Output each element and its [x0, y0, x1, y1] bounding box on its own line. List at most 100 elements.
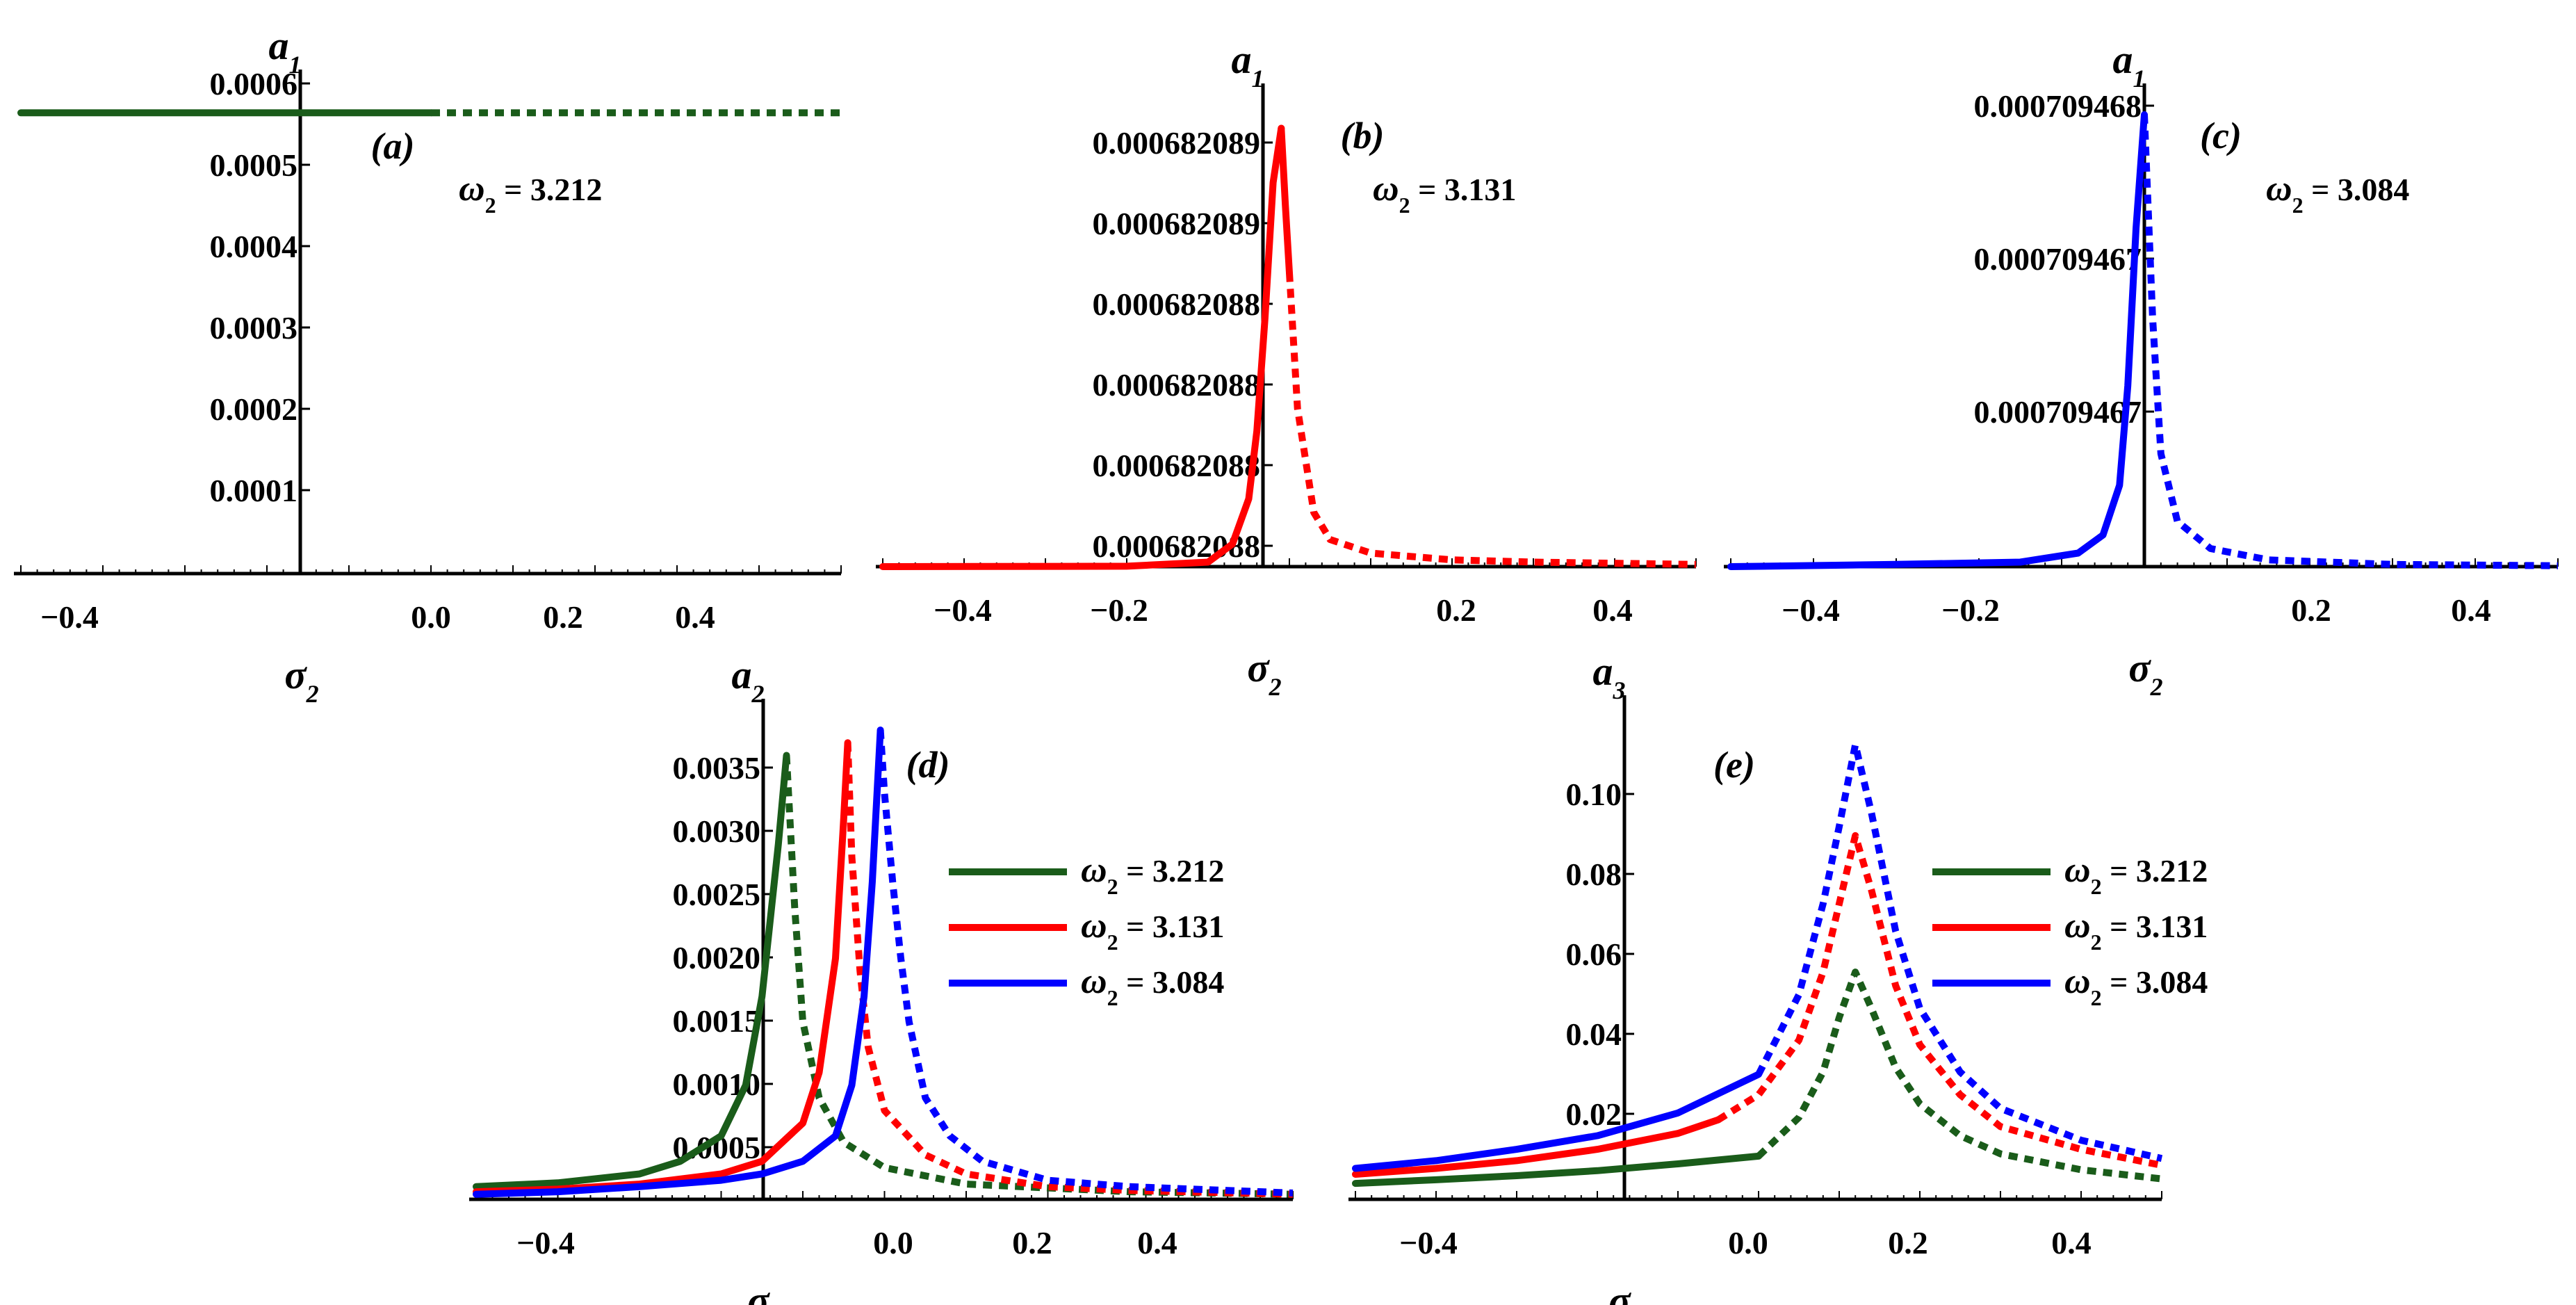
y-axis-label-subscript: 1 — [1252, 65, 1264, 92]
x-tick-label: 0.4 — [1137, 1225, 1177, 1261]
y-tick-label: 0.000682088 — [1093, 448, 1261, 483]
series-line-dotted — [844, 743, 1294, 1198]
legend-value: = 3.084 — [1118, 964, 1225, 1000]
annotation-subscript: 2 — [485, 193, 496, 218]
x-tick-label: 0.2 — [1012, 1225, 1052, 1261]
panel-label: (a) — [371, 125, 415, 167]
annotation-symbol: ω — [2266, 169, 2292, 209]
y-tick-label: 0.0005 — [210, 147, 298, 183]
x-axis-label-symbol: σ — [2128, 645, 2151, 690]
x-tick-label: 0.0 — [873, 1225, 913, 1261]
legend-value: = 3.212 — [2102, 853, 2208, 889]
x-axis-label-subscript: 2 — [306, 680, 319, 708]
x-tick-label: 0.4 — [2051, 1225, 2092, 1261]
x-tick-label: 0.4 — [2451, 592, 2491, 628]
panel-label: (d) — [906, 744, 950, 786]
y-tick-label: 0.04 — [1566, 1016, 1622, 1052]
annotation-subscript: 2 — [2292, 193, 2304, 218]
legend-subscript: 2 — [1107, 930, 1118, 955]
legend-subscript: 2 — [1107, 874, 1118, 899]
legend-entry: ω2 = 3.131 — [2064, 906, 2208, 955]
y-axis-label-subscript: 1 — [2133, 65, 2146, 92]
panel-c: −0.4 −0.2 0.2 0.4 0.000709467 0.000709467 0.00… — [1724, 37, 2559, 701]
panel-a: −0.4 0.0 0.2 0.4 0.0001 0.0002 0.0003 0.0004 0.0… — [14, 23, 842, 708]
y-tick-label: 0.000682089 — [1093, 206, 1261, 241]
panel-b: −0.4 −0.2 0.2 0.4 0.000682088 0.000682088 0.00… — [876, 37, 1697, 701]
series-line-dotted — [1755, 741, 2163, 1162]
x-tick-label: −0.4 — [40, 599, 99, 635]
x-axis-label: σ2 — [1247, 645, 1281, 701]
annotation-symbol: ω — [1373, 169, 1399, 209]
x-axis-label-symbol: σ — [284, 652, 307, 697]
series-line-dotted — [2141, 114, 2559, 569]
x-tick-label: −0.2 — [1090, 592, 1148, 628]
series-line-solid — [1352, 1071, 1762, 1172]
panel-label: (c) — [2200, 115, 2242, 156]
legend-subscript: 2 — [2091, 985, 2102, 1010]
y-tick-label: 0.0001 — [210, 473, 298, 508]
x-axis-label-subscript: 2 — [1269, 673, 1282, 701]
x-tick-label: −0.4 — [516, 1225, 575, 1261]
y-tick-label: 0.000682088 — [1093, 367, 1261, 403]
x-tick-label: 0.0 — [411, 599, 451, 635]
annotation-subscript: 2 — [1399, 193, 1410, 218]
x-tick-label: 0.4 — [1592, 592, 1633, 628]
x-tick-label: 0.2 — [543, 599, 583, 635]
legend-entry: ω2 = 3.212 — [2064, 850, 2208, 899]
x-tick-label: −0.2 — [1941, 592, 2000, 628]
y-axis-label-symbol: a — [2113, 37, 2133, 82]
y-tick-label: 0.08 — [1566, 857, 1622, 892]
x-axis-label-symbol: σ — [1247, 645, 1270, 690]
y-tick-label: 0.000682088 — [1093, 286, 1261, 322]
panel-label: (e) — [1713, 744, 1755, 786]
legend-subscript: 2 — [2091, 930, 2102, 955]
y-tick-label: 0.0015 — [673, 1003, 761, 1039]
legend-entry: ω2 = 3.084 — [1081, 962, 1224, 1010]
x-tick-label: 0.2 — [2291, 592, 2331, 628]
y-tick-label: 0.0020 — [673, 940, 761, 975]
x-axis-label-symbol: σ — [747, 1278, 770, 1305]
series-line-solid — [1352, 1116, 1722, 1178]
legend-symbol: ω — [1081, 962, 1107, 1001]
legend-subscript: 2 — [1107, 985, 1118, 1010]
x-tick-label: −0.4 — [934, 592, 992, 628]
panel-d: −0.4 0.0 0.2 0.40.00050.00100.00150.00200.0… — [469, 652, 1294, 1305]
legend-subscript: 2 — [2091, 874, 2102, 899]
y-tick-label: 0.000709468 — [1974, 88, 2142, 124]
y-axis-label-symbol: a — [269, 23, 289, 68]
x-axis-label-symbol: σ — [1608, 1278, 1631, 1305]
y-tick-label: 0.0004 — [210, 229, 298, 264]
annotation-value: = 3.212 — [496, 172, 603, 207]
y-axis-label-symbol: a — [1593, 649, 1613, 694]
legend-entry: ω2 = 3.131 — [1081, 906, 1224, 955]
y-axis-label: a1 — [269, 23, 302, 79]
omega-annotation: ω2 = 3.084 — [2266, 169, 2409, 218]
x-tick-label: 0.2 — [1436, 592, 1476, 628]
y-tick-label: 0.0002 — [210, 391, 298, 427]
annotation-value: = 3.084 — [2304, 172, 2410, 207]
series-line-dotted — [1286, 273, 1697, 568]
legend-value: = 3.131 — [1118, 909, 1225, 944]
series-line-dotted — [1756, 968, 2162, 1183]
annotation-symbol: ω — [459, 169, 485, 209]
series-line-solid — [473, 752, 790, 1190]
legend-symbol: ω — [1081, 906, 1107, 946]
x-tick-label: 0.2 — [1888, 1225, 1928, 1261]
x-axis-label-subscript: 2 — [2150, 673, 2163, 701]
series-line-solid — [1278, 124, 1293, 277]
y-tick-label: 0.06 — [1566, 937, 1622, 972]
omega-annotation: ω2 = 3.212 — [459, 169, 602, 218]
x-tick-label: −0.4 — [1782, 592, 1840, 628]
series-line-dotted — [877, 729, 1294, 1197]
series-line-solid — [1727, 111, 2148, 570]
y-axis-label-subscript: 3 — [1613, 676, 1626, 704]
y-tick-label: 0.02 — [1566, 1096, 1622, 1132]
y-tick-label: 0.0025 — [673, 877, 761, 912]
legend-symbol: ω — [2064, 962, 2091, 1001]
series-line-dotted — [1716, 832, 2162, 1169]
y-axis-label: a2 — [732, 652, 765, 708]
y-axis-label: a1 — [2113, 37, 2146, 92]
legend-entry: ω2 = 3.212 — [1081, 850, 1224, 899]
x-axis-label: σ2 — [747, 1278, 781, 1305]
